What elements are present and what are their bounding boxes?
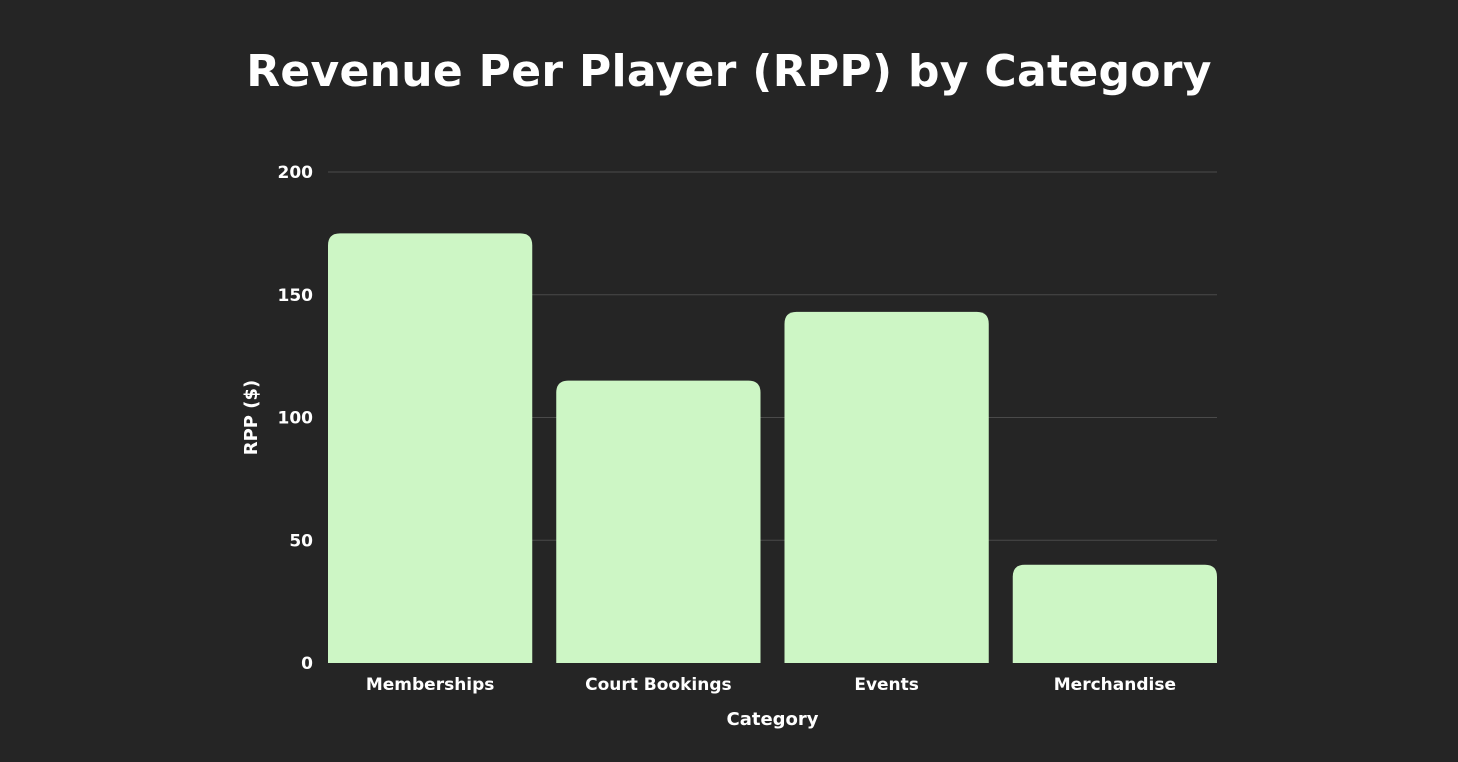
- y-tick-label: 100: [278, 409, 314, 429]
- bars: [328, 233, 1217, 663]
- x-axis-ticks: Memberships Court Bookings Events Merchandi…: [366, 675, 1176, 695]
- y-axis-ticks: 0 50 100 150 200: [278, 163, 314, 674]
- y-tick-label: 150: [278, 286, 314, 306]
- y-axis-title: RPP ($): [241, 380, 262, 456]
- x-axis-title: Category: [726, 709, 818, 730]
- bar-court-bookings: [556, 380, 761, 663]
- x-tick-label: Court Bookings: [585, 675, 732, 695]
- x-tick-label: Memberships: [366, 675, 495, 695]
- y-tick-label: 50: [289, 531, 313, 551]
- x-tick-label: Events: [854, 675, 919, 695]
- bar-memberships: [328, 233, 533, 663]
- chart-title: Revenue Per Player (RPP) by Category: [246, 46, 1212, 97]
- y-tick-label: 0: [301, 654, 313, 674]
- y-tick-label: 200: [278, 163, 314, 183]
- x-tick-label: Merchandise: [1054, 675, 1176, 695]
- bar-merchandise: [1012, 564, 1217, 663]
- bar-events: [784, 311, 989, 663]
